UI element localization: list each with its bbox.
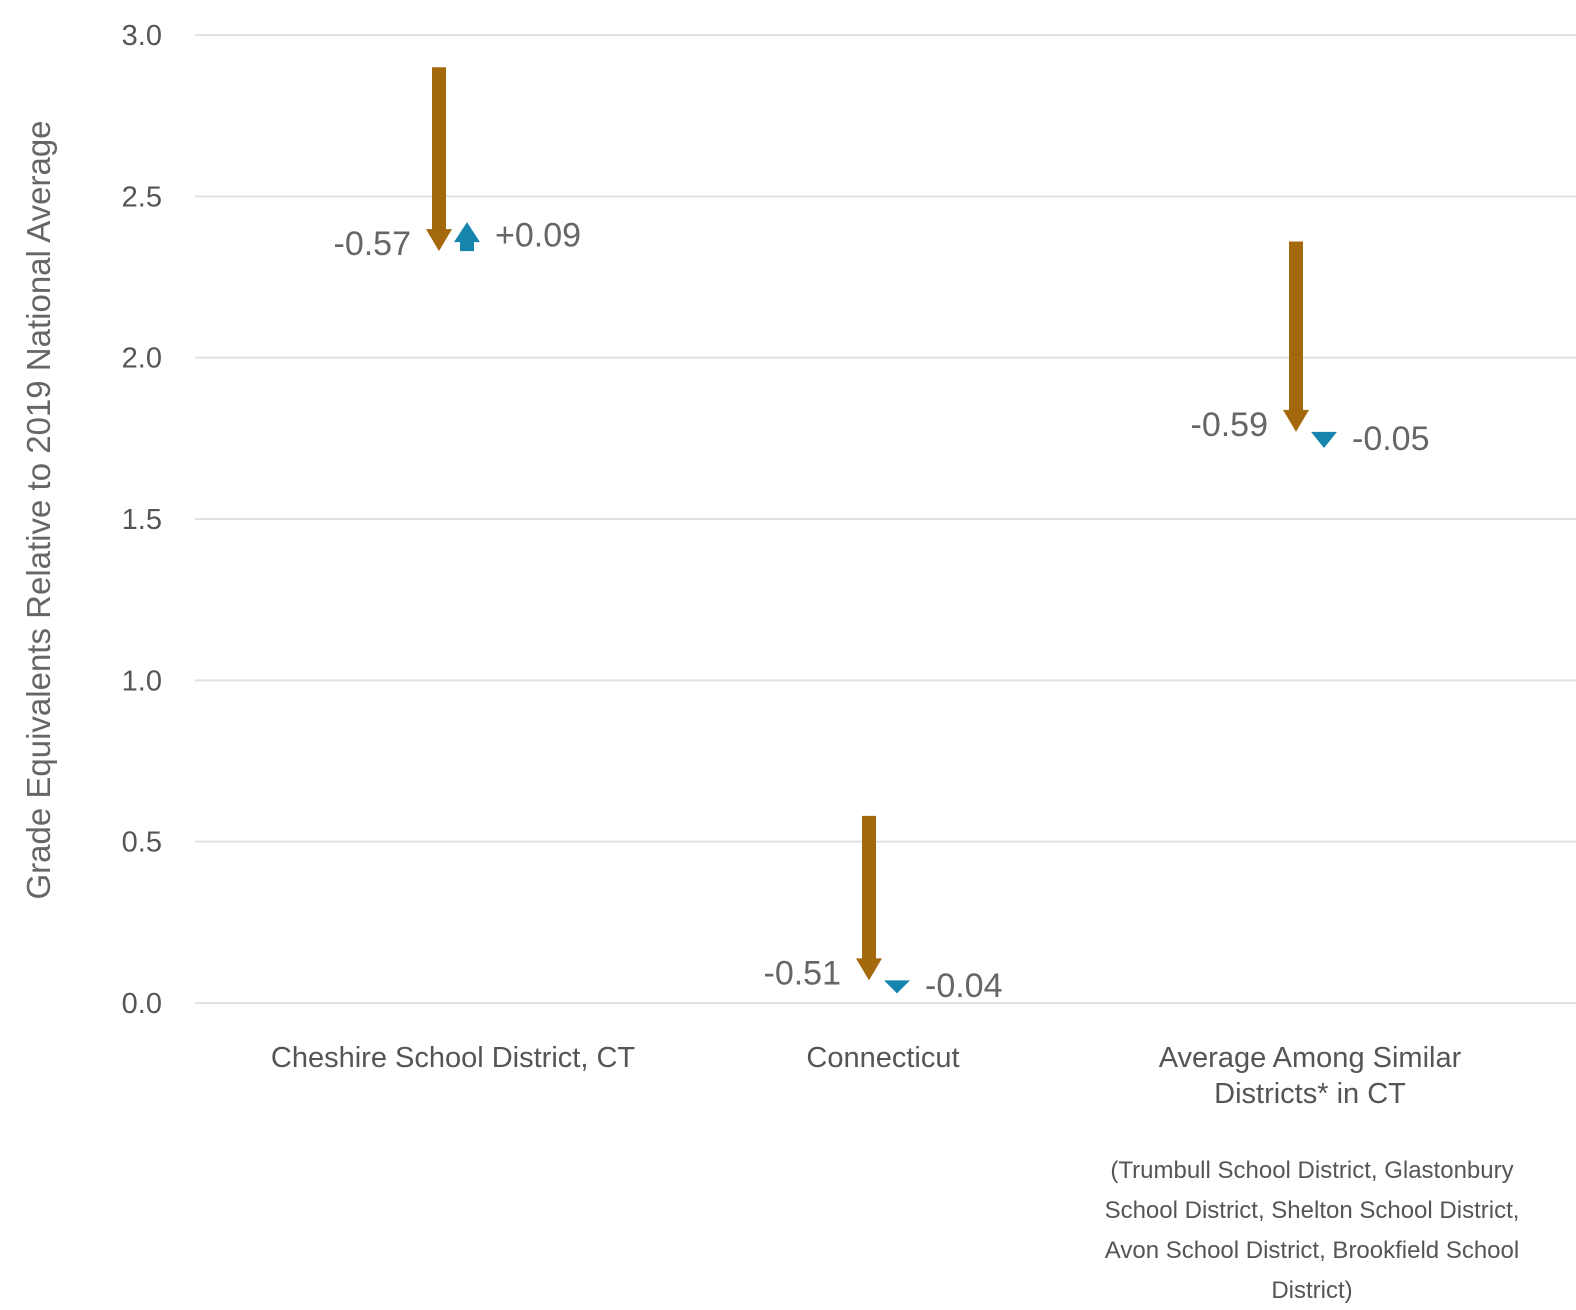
y-tick-label: 0.0 xyxy=(122,988,162,1020)
category-note: Avon School District, Brookfield School xyxy=(1105,1237,1519,1264)
category-group: -0.51 -0.04 xyxy=(764,815,1003,1005)
y-axis-label: Grade Equivalents Relative to 2019 Natio… xyxy=(20,120,57,899)
decline-value-label: -0.57 xyxy=(334,225,412,263)
decline-value-label: -0.51 xyxy=(764,954,842,992)
category-note: District) xyxy=(1271,1277,1352,1304)
x-category-label: Cheshire School District, CT xyxy=(271,1042,635,1074)
category-group: -0.57 +0.09 xyxy=(334,67,581,263)
recovery-value-label: +0.09 xyxy=(495,217,581,255)
decline-arrow xyxy=(856,815,882,981)
recovery-value-label: -0.04 xyxy=(925,967,1003,1005)
y-tick-label: 2.0 xyxy=(122,343,162,375)
recovery-arrow xyxy=(454,222,480,252)
y-tick-label: 3.0 xyxy=(122,20,162,52)
decline-arrow xyxy=(426,67,452,252)
category-note: (Trumbull School District, Glastonbury xyxy=(1110,1157,1513,1184)
recovery-arrow xyxy=(884,980,910,994)
recovery-arrow xyxy=(1311,431,1337,449)
x-category-label: Districts* in CT xyxy=(1214,1078,1406,1110)
y-tick-label: 1.0 xyxy=(122,665,162,697)
x-category-label: Average Among Similar xyxy=(1159,1042,1462,1074)
y-tick-label: 2.5 xyxy=(122,181,162,213)
decline-value-label: -0.59 xyxy=(1191,406,1269,444)
y-tick-label: 0.5 xyxy=(122,827,162,859)
recovery-value-label: -0.05 xyxy=(1352,420,1430,458)
category-group: -0.59 -0.05 xyxy=(1191,241,1430,458)
y-tick-label: 1.5 xyxy=(122,504,162,536)
decline-arrow xyxy=(1283,241,1309,432)
x-category-label: Connecticut xyxy=(806,1042,959,1074)
category-note: School District, Shelton School District… xyxy=(1105,1197,1520,1224)
